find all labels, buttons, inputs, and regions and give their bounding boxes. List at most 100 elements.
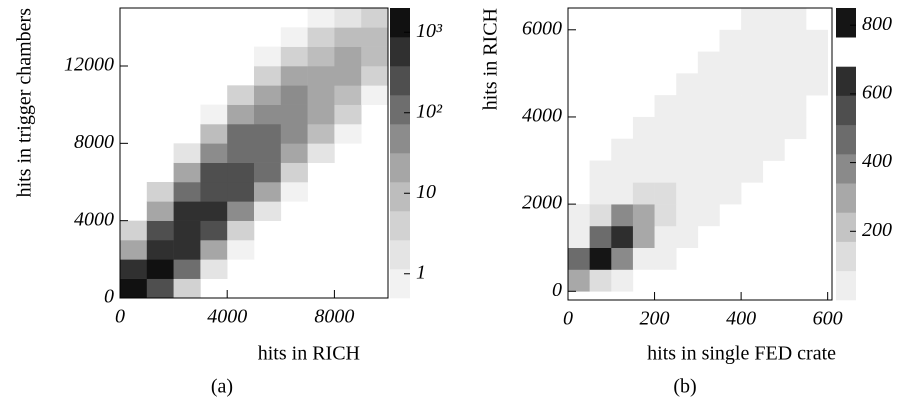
cell <box>611 204 634 227</box>
cell <box>200 143 228 163</box>
cell <box>676 116 699 140</box>
cell <box>307 66 335 86</box>
cell <box>280 162 308 183</box>
cell <box>611 225 634 249</box>
cell <box>361 66 389 86</box>
cell <box>280 85 308 105</box>
z-tick-label: 600 <box>862 81 892 103</box>
cell <box>227 143 255 163</box>
cell <box>146 220 174 241</box>
cell <box>361 27 389 47</box>
cell <box>200 240 228 260</box>
cell <box>173 143 201 163</box>
cell <box>697 95 720 118</box>
colorbar-band <box>836 154 856 184</box>
cell <box>173 259 201 279</box>
cell <box>762 29 785 52</box>
cell <box>611 160 634 183</box>
cell <box>227 201 255 221</box>
cell <box>654 138 677 161</box>
cell <box>654 95 677 118</box>
cell <box>334 85 362 105</box>
cell <box>173 162 201 183</box>
cell <box>254 182 282 202</box>
cell <box>227 220 255 241</box>
cell <box>334 104 362 125</box>
x-tick-label: 400 <box>726 308 756 330</box>
cell <box>334 27 362 47</box>
cell <box>146 182 174 202</box>
cell <box>254 124 282 144</box>
cell <box>806 29 828 52</box>
cell <box>762 51 785 74</box>
cell <box>589 182 612 205</box>
cell <box>784 73 807 96</box>
cell <box>611 247 634 270</box>
cell <box>200 124 228 144</box>
cell <box>146 278 174 299</box>
x-tick-label: 200 <box>640 308 670 330</box>
cell <box>568 204 590 227</box>
cell <box>280 143 308 163</box>
cell <box>611 138 634 161</box>
colorbar-band <box>390 37 410 67</box>
cell <box>719 51 742 74</box>
cell <box>741 138 764 161</box>
colorbar-band <box>390 211 410 241</box>
colorbar-band <box>836 66 856 96</box>
cell <box>611 182 634 205</box>
x-axis-title: hits in single FED crate <box>647 343 836 365</box>
cell <box>741 160 764 183</box>
y-tick-label: 6000 <box>522 17 562 39</box>
z-tick-label: 10² <box>416 100 443 122</box>
cell <box>654 182 677 205</box>
cell <box>227 240 255 260</box>
cell <box>589 269 612 292</box>
cell <box>200 104 228 125</box>
colorbar-band <box>390 124 410 154</box>
cell <box>227 124 255 144</box>
cell <box>280 27 308 47</box>
colorbar-band <box>390 95 410 125</box>
z-tick-label: 10³ <box>416 20 443 42</box>
cell <box>632 182 655 205</box>
cell <box>254 104 282 125</box>
cell <box>719 160 742 183</box>
colorbar-band <box>836 124 856 155</box>
cell <box>589 247 612 270</box>
colorbar-band <box>836 37 856 67</box>
x-tick-label: 0 <box>115 306 125 328</box>
cell <box>762 8 785 31</box>
cell <box>741 29 764 52</box>
cell <box>280 104 308 125</box>
cell <box>227 85 255 105</box>
colorbar-band <box>390 240 410 270</box>
cell <box>632 138 655 161</box>
cell <box>120 278 148 299</box>
cell <box>361 8 389 28</box>
cell <box>762 73 785 96</box>
cell <box>632 160 655 183</box>
cell <box>741 73 764 96</box>
cell <box>697 160 720 183</box>
cell <box>719 182 742 205</box>
cell <box>280 124 308 144</box>
y-tick-label: 8000 <box>74 131 114 153</box>
cell <box>676 160 699 183</box>
cell <box>784 51 807 74</box>
cell <box>334 46 362 67</box>
cell <box>334 124 362 144</box>
cell <box>173 182 201 202</box>
cell <box>568 247 590 270</box>
y-tick-label: 4000 <box>74 208 114 230</box>
caption: (a) <box>211 376 233 398</box>
cell <box>676 204 699 227</box>
cell <box>676 138 699 161</box>
cell <box>697 116 720 140</box>
cell <box>146 240 174 260</box>
plot-frame <box>119 7 389 299</box>
cell <box>173 201 201 221</box>
cell <box>676 95 699 118</box>
cell <box>200 182 228 202</box>
y-tick-label: 0 <box>552 279 562 301</box>
